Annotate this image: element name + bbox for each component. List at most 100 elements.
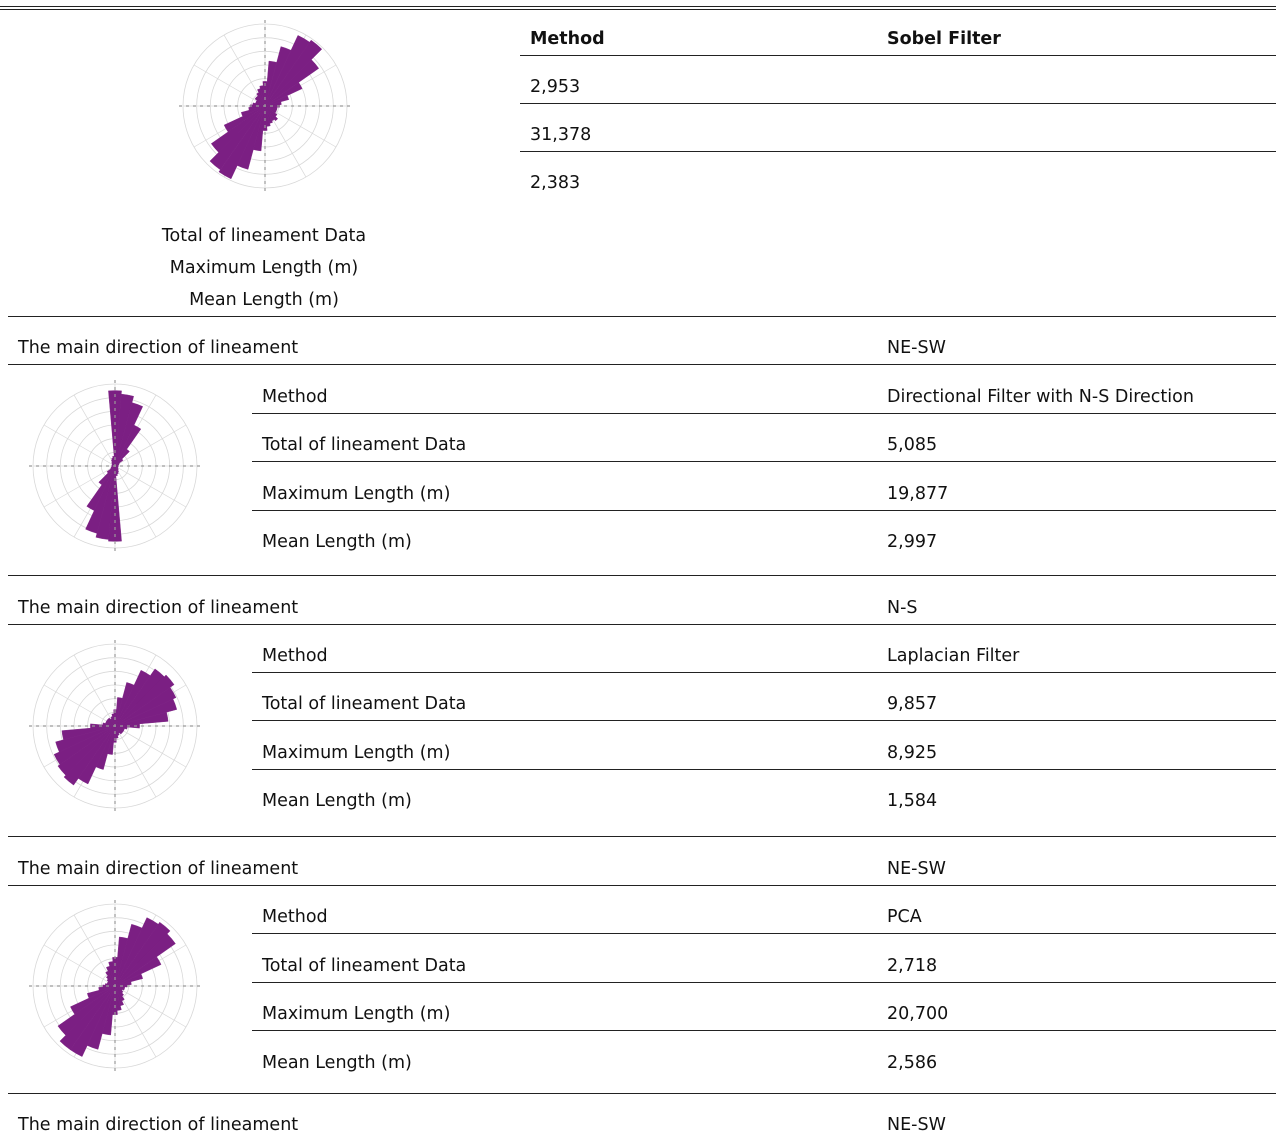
section1-method-label: Method	[530, 29, 605, 49]
section3-total-label: Total of lineament Data	[262, 694, 467, 714]
section3-direction-label: The main direction of lineament	[18, 859, 299, 879]
rose-diagram-sobel	[179, 20, 351, 192]
rose-grid-spoke	[264, 105, 337, 148]
rose-petal	[53, 725, 116, 765]
rose-petal	[114, 725, 123, 735]
rose-petal	[55, 725, 116, 753]
rose-petal	[87, 985, 116, 999]
section1-mean-label: Mean Length (m)	[189, 290, 339, 310]
rose-petal	[107, 717, 116, 727]
section4-bottom-rule	[8, 1093, 1276, 1094]
section4-rule-3	[252, 1030, 1276, 1031]
rose-petal	[57, 985, 116, 1036]
rose-petal	[114, 458, 124, 467]
section4-method-value: PCA	[887, 907, 922, 927]
section1-max-label: Maximum Length (m)	[169, 258, 359, 278]
rose-petal	[63, 725, 116, 786]
rose-petal	[114, 687, 177, 727]
rose-grid-spoke	[73, 394, 116, 467]
section3-bottom-rule	[8, 836, 1276, 837]
section4-direction-value: NE-SW	[887, 1115, 946, 1135]
rose-petal	[114, 711, 169, 727]
rose-petal	[114, 698, 178, 727]
section3-rule-2	[252, 720, 1276, 721]
section3-direction-value: NE-SW	[887, 859, 946, 879]
section4-rule-1	[252, 933, 1276, 934]
section1-mean-value: 2,383	[530, 173, 581, 193]
rose-grid-spoke	[43, 684, 116, 727]
rose-petal	[114, 921, 171, 987]
rose-petal	[108, 961, 116, 987]
rose-grid-spoke	[114, 985, 187, 1028]
rose-petal	[70, 985, 116, 1015]
section2-total-value: 5,085	[887, 435, 938, 455]
rose-petal	[106, 465, 116, 474]
rose-grid-spoke	[114, 424, 187, 467]
section1-rule-1	[520, 55, 1276, 56]
section2-rule-3	[252, 510, 1276, 511]
section4-method-label: Method	[262, 907, 328, 927]
section4-total-label: Total of lineament Data	[262, 956, 467, 976]
section3-mean-value: 1,584	[887, 791, 938, 811]
rose-petal	[114, 973, 143, 987]
section2-top-rule	[8, 364, 1276, 365]
section1-direction-value: NE-SW	[887, 338, 946, 358]
rose-petal	[264, 101, 282, 107]
section2-direction-label: The main direction of lineament	[18, 598, 299, 618]
section1-direction-label: The main direction of lineament	[18, 338, 299, 358]
rose-grid-spoke	[43, 465, 116, 508]
rose-petal	[111, 713, 116, 727]
rose-grid-spoke	[73, 654, 116, 727]
rose-petal	[59, 985, 116, 1051]
rose-petal	[264, 105, 279, 122]
rose-petal	[264, 59, 320, 107]
rose-grid-spoke	[193, 64, 266, 107]
section3-method-label: Method	[262, 646, 328, 666]
section2-max-label: Maximum Length (m)	[262, 484, 451, 504]
rose-grid-spoke	[114, 725, 187, 768]
rose-petal	[114, 956, 162, 987]
rose-grid-spoke	[43, 944, 116, 987]
section3-max-label: Maximum Length (m)	[262, 743, 451, 763]
section3-method-value: Laplacian Filter	[887, 646, 1020, 666]
section2-mean-label: Mean Length (m)	[262, 532, 412, 552]
section2-mean-value: 2,997	[887, 532, 938, 552]
rose-petal	[85, 465, 116, 534]
rose-petal	[114, 448, 130, 467]
rose-petal	[210, 105, 266, 153]
section1-rule-2	[520, 103, 1276, 104]
section3-rule-1	[252, 672, 1276, 673]
rose-grid-spoke	[114, 725, 157, 798]
rose-petal	[223, 105, 266, 133]
rose-petal	[112, 455, 116, 467]
rose-grid-spoke	[114, 465, 157, 538]
rose-petal	[240, 105, 266, 117]
rose-diagram-laplacian	[29, 640, 201, 812]
rose-petal	[114, 981, 132, 987]
section3-total-value: 9,857	[887, 694, 938, 714]
section4-mean-label: Mean Length (m)	[262, 1053, 412, 1073]
rose-petal	[86, 465, 116, 511]
section2-max-value: 19,877	[887, 484, 949, 504]
section2-rule-2	[252, 461, 1276, 462]
rose-petal	[114, 933, 176, 987]
rose-petal	[264, 95, 290, 107]
rose-petal	[209, 105, 266, 171]
section4-top-rule	[8, 885, 1276, 886]
section4-total-value: 2,718	[887, 956, 938, 976]
rose-petal	[57, 725, 116, 776]
section1-rule-3	[520, 151, 1276, 152]
table-top-rule	[0, 6, 1276, 7]
rose-petal	[114, 424, 142, 467]
section1-bottom-rule	[8, 316, 1276, 317]
section3-mean-label: Mean Length (m)	[262, 791, 412, 811]
rose-grid-spoke	[43, 424, 116, 467]
section2-bottom-rule	[8, 575, 1276, 576]
rose-petal	[108, 390, 122, 467]
section2-method-value: Directional Filter with N-S Direction	[887, 387, 1194, 407]
section3-rule-3	[252, 769, 1276, 770]
section4-max-label: Maximum Length (m)	[262, 1004, 451, 1024]
rose-petal	[264, 82, 303, 107]
section2-rule-1	[252, 413, 1276, 414]
rose-petal	[264, 39, 323, 107]
